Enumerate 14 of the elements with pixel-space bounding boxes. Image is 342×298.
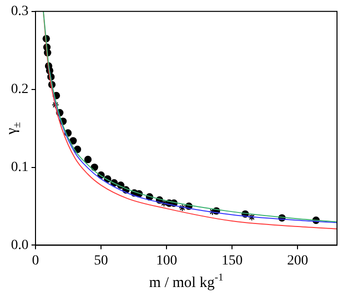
point — [69, 137, 77, 144]
x-tick-label: 50 — [94, 253, 108, 268]
x-tick-label: 0 — [32, 253, 39, 268]
x-tick-label: 100 — [156, 253, 178, 268]
point — [84, 156, 92, 164]
y-axis-title: γ± — [4, 122, 23, 136]
point — [178, 204, 186, 212]
y-tick-label: 0.2 — [11, 82, 28, 98]
x-tick-label: 150 — [222, 253, 243, 268]
x-tick-label: 200 — [287, 253, 308, 268]
y-tick-label: 0.0 — [11, 238, 28, 253]
y-tick-label: 0.3 — [11, 4, 28, 20]
point — [52, 101, 60, 109]
y-tick-label: 0.1 — [11, 160, 28, 175]
